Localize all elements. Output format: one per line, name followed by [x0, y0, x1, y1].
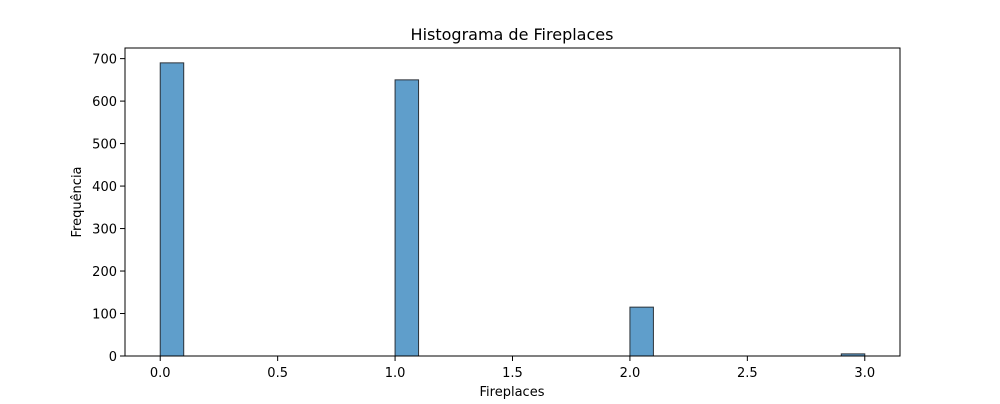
x-tick-label-4: 2.0 [620, 366, 641, 381]
y-tick-label-0: 0 [109, 350, 117, 365]
y-tick-label-3: 300 [92, 223, 117, 238]
x-tick-label-1: 0.5 [267, 366, 288, 381]
y-axis-label: Frequência [70, 166, 85, 237]
x-tick-label-5: 2.5 [737, 366, 758, 381]
histogram-bar-2 [629, 306, 654, 357]
x-axis-label: Fireplaces [480, 385, 545, 400]
x-axis-ticks: 0.0 0.5 1.0 1.5 2.0 2.5 3.0 [150, 356, 875, 381]
bars-layer [159, 62, 866, 357]
histogram-bar-0 [159, 62, 185, 357]
x-tick-label-2: 1.0 [385, 366, 406, 381]
y-tick-label-1: 100 [92, 308, 117, 323]
y-tick-label-6: 600 [92, 95, 117, 110]
y-tick-label-2: 200 [92, 265, 117, 280]
histogram-bar-1 [394, 79, 420, 357]
x-tick-label-3: 1.5 [502, 366, 523, 381]
plot-frame [124, 47, 901, 357]
y-tick-label-7: 700 [92, 53, 117, 68]
chart-title: Histograma de Fireplaces [411, 25, 614, 44]
x-tick-label-6: 3.0 [854, 366, 875, 381]
x-tick-label-0: 0.0 [150, 366, 171, 381]
y-axis-ticks: 0 100 200 300 400 500 600 700 [92, 53, 125, 365]
y-tick-label-4: 400 [92, 180, 117, 195]
y-tick-label-5: 500 [92, 138, 117, 153]
